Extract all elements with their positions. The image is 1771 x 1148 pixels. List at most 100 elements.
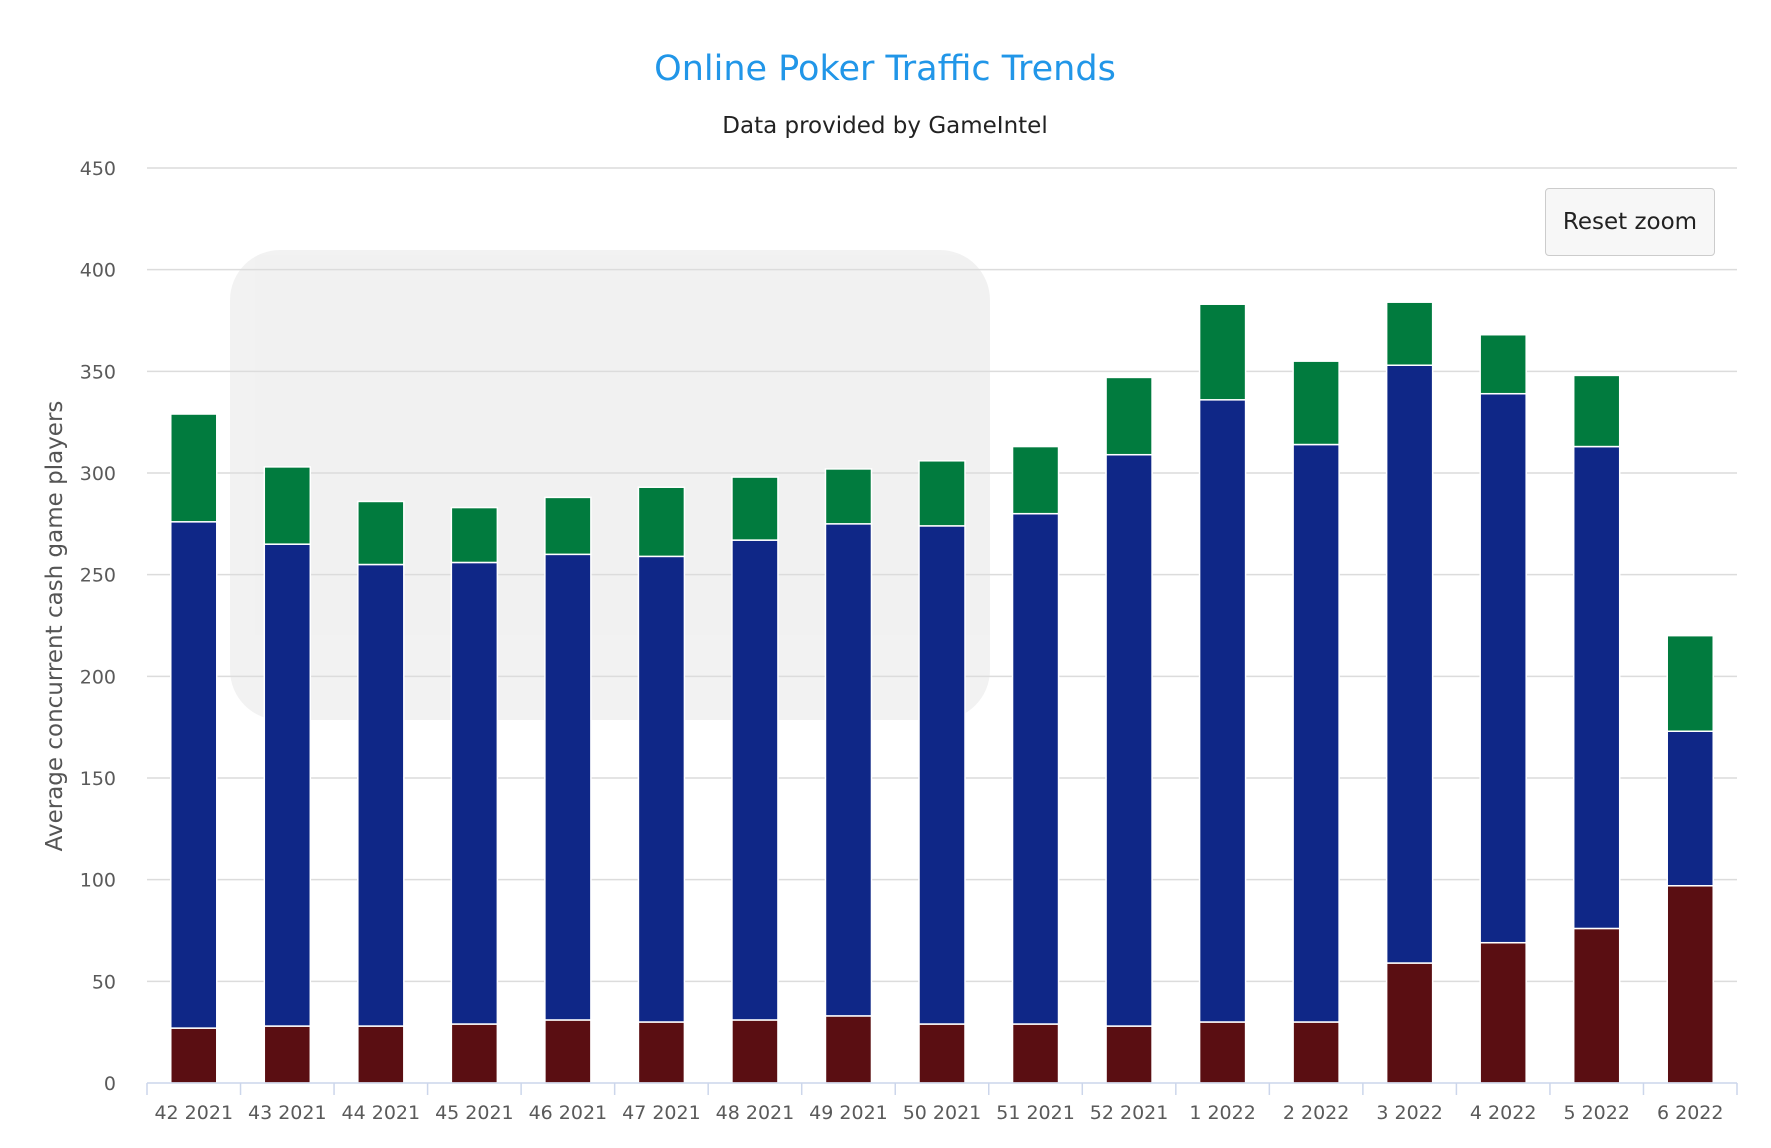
bar-segment-2[interactable] (450, 561, 499, 1025)
x-tick-label: 42 2021 (154, 1102, 233, 1124)
bar-segment-3[interactable] (1105, 376, 1153, 456)
x-tick-label: 3 2022 (1376, 1102, 1442, 1124)
bar-segment-3[interactable] (1198, 303, 1247, 401)
bar-segment-2[interactable] (1666, 730, 1714, 887)
y-tick-label: 250 (80, 565, 116, 587)
bar-stack[interactable] (170, 413, 218, 1084)
x-tick-label: 49 2021 (809, 1102, 888, 1124)
x-axis: 42 2021 43 2021 44 2021 45 2021 46 2021 47 20… (146, 1082, 1738, 1124)
x-tick-label: 50 2021 (903, 1102, 982, 1124)
reset-zoom-button[interactable]: Reset zoom (1545, 188, 1715, 256)
bar-segment-1[interactable] (637, 1021, 686, 1084)
bar-stack[interactable] (450, 506, 499, 1084)
x-tick-label: 46 2021 (529, 1102, 608, 1124)
y-tick-label: 100 (80, 870, 116, 892)
x-tick-label: 51 2021 (996, 1102, 1075, 1124)
bar-segment-3[interactable] (1572, 374, 1621, 448)
y-tick-label: 50 (92, 971, 116, 993)
bar-segment-1[interactable] (1385, 962, 1434, 1084)
bar-segment-3[interactable] (918, 460, 966, 527)
bar-segment-1[interactable] (1105, 1025, 1153, 1084)
bar-stack[interactable] (544, 496, 592, 1084)
chart-subtitle: Data provided by GameIntel (722, 113, 1047, 139)
bar-stack[interactable] (1011, 445, 1060, 1084)
bar-segment-2[interactable] (1385, 364, 1434, 964)
bar-segment-2[interactable] (1292, 443, 1340, 1023)
bar-segment-3[interactable] (1011, 445, 1060, 515)
bar-stack[interactable] (918, 460, 966, 1084)
bar-segment-2[interactable] (544, 553, 592, 1021)
bar-segment-3[interactable] (731, 476, 779, 541)
bar-segment-3[interactable] (170, 413, 218, 523)
bar-segment-3[interactable] (450, 506, 499, 564)
bar-stack[interactable] (1572, 374, 1621, 1084)
bar-segment-1[interactable] (1572, 927, 1621, 1084)
bar-stack[interactable] (263, 466, 312, 1084)
bar-segment-2[interactable] (1198, 399, 1247, 1023)
bar-segment-2[interactable] (1105, 453, 1153, 1027)
bar-segment-2[interactable] (263, 543, 312, 1027)
bar-segment-2[interactable] (1011, 512, 1060, 1025)
y-tick-label: 350 (80, 361, 116, 383)
bar-stack[interactable] (731, 476, 779, 1084)
x-tick-label: 44 2021 (342, 1102, 421, 1124)
bar-segment-3[interactable] (1479, 333, 1527, 395)
y-tick-label: 400 (80, 260, 116, 282)
watermark-logo: PRO (230, 250, 990, 720)
bar-segment-1[interactable] (824, 1015, 873, 1084)
bar-segment-1[interactable] (1011, 1023, 1060, 1084)
x-tick-label: 1 2022 (1189, 1102, 1255, 1124)
bar-segment-1[interactable] (1198, 1021, 1247, 1084)
x-tick-label: 2 2022 (1283, 1102, 1349, 1124)
chart-title: Online Poker Traffic Trends (654, 49, 1116, 89)
bar-segment-3[interactable] (263, 466, 312, 545)
bars (170, 301, 1714, 1084)
bar-segment-2[interactable] (1572, 445, 1621, 930)
bar-segment-3[interactable] (544, 496, 592, 556)
bar-stack[interactable] (637, 486, 686, 1084)
bar-segment-3[interactable] (637, 486, 686, 558)
bar-segment-3[interactable] (1292, 360, 1340, 446)
bar-stack[interactable] (1666, 634, 1714, 1084)
x-tick-label: 5 2022 (1563, 1102, 1629, 1124)
bar-segment-2[interactable] (731, 539, 779, 1021)
bar-segment-2[interactable] (637, 555, 686, 1023)
y-tick-label: 200 (80, 666, 116, 688)
bar-segment-2[interactable] (170, 521, 218, 1029)
y-axis-ticks: 0 50 100 150 200 250 300 350 400 450 (80, 158, 116, 1095)
bar-segment-1[interactable] (1666, 885, 1714, 1084)
bar-segment-2[interactable] (824, 523, 873, 1017)
bar-segment-2[interactable] (918, 525, 966, 1025)
bar-segment-3[interactable] (357, 500, 405, 566)
x-tick-label: 43 2021 (248, 1102, 327, 1124)
bar-segment-1[interactable] (170, 1027, 218, 1084)
y-tick-label: 300 (80, 463, 116, 485)
bar-segment-2[interactable] (357, 563, 405, 1027)
bar-segment-1[interactable] (357, 1025, 405, 1084)
bar-segment-1[interactable] (263, 1025, 312, 1084)
bar-segment-1[interactable] (731, 1019, 779, 1084)
bar-segment-3[interactable] (1666, 634, 1714, 732)
bar-stack[interactable] (357, 500, 405, 1084)
bar-stack[interactable] (1105, 376, 1153, 1084)
bar-segment-1[interactable] (1479, 941, 1527, 1084)
bar-segment-1[interactable] (450, 1023, 499, 1084)
x-tick-label: 4 2022 (1470, 1102, 1536, 1124)
x-tick-label: 48 2021 (716, 1102, 795, 1124)
bar-segment-3[interactable] (824, 468, 873, 525)
y-tick-label: 0 (104, 1073, 116, 1095)
bar-segment-1[interactable] (1292, 1021, 1340, 1084)
bar-stack[interactable] (1479, 333, 1527, 1084)
x-tick-label: 6 2022 (1657, 1102, 1723, 1124)
bar-segment-2[interactable] (1479, 392, 1527, 944)
bar-stack[interactable] (824, 468, 873, 1084)
bar-segment-1[interactable] (918, 1023, 966, 1084)
bar-stack[interactable] (1292, 360, 1340, 1084)
bar-segment-3[interactable] (1385, 301, 1434, 366)
y-axis-label: Average concurrent cash game players (42, 401, 68, 852)
bar-stack[interactable] (1198, 303, 1247, 1084)
y-tick-label: 150 (80, 768, 116, 790)
bar-segment-1[interactable] (544, 1019, 592, 1084)
bar-stack[interactable] (1385, 301, 1434, 1084)
